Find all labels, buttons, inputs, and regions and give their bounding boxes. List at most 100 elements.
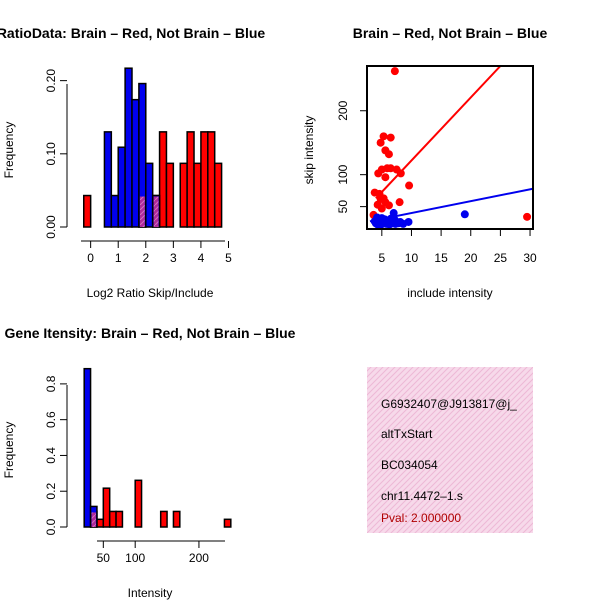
intensity-x-tick-label: 100 — [125, 551, 145, 565]
scatter-x-tick-label: 15 — [434, 251, 448, 265]
scatter-point-brain — [390, 67, 399, 76]
ratio-y-tick-label: 0.10 — [44, 142, 58, 166]
scatter-point-brain — [370, 188, 379, 197]
ratio-y-tick-label: 0.20 — [44, 69, 58, 93]
intensity-y-tick-label: 0.0 — [44, 518, 58, 535]
scatter-point-brain — [379, 132, 388, 141]
ratio-bar-brain — [213, 162, 223, 228]
scatter-fit-line-not-brain — [369, 187, 533, 223]
intensity-bar-brain — [159, 510, 168, 528]
ratio-x-tick-label: 5 — [225, 251, 232, 265]
ratio-x-label: Log2 Ratio Skip/Include — [87, 286, 214, 300]
ratio-y-ticks: 0.00 0.10 0.20 — [44, 69, 67, 239]
scatter-point-brain — [386, 133, 395, 142]
scatter-plot-box — [366, 65, 534, 230]
info-pval: Pval: 2.000000 — [381, 511, 461, 525]
info-accession: BC034054 — [381, 458, 438, 472]
info-box-background — [367, 367, 533, 533]
scatter-point-not-brain — [460, 210, 469, 219]
ratio-chart-title: RatioData: Brain – Red, Not Brain – Blue — [0, 25, 265, 41]
ratio-x-ticks: 0 1 2 3 4 5 — [87, 241, 232, 265]
intensity-bar-not-brain — [83, 367, 92, 528]
scatter-point-brain — [384, 150, 393, 159]
scatter-point-not-brain — [391, 219, 400, 228]
ratio-bar-overlap — [153, 196, 159, 227]
scatter-x-tick-label: 20 — [464, 251, 478, 265]
info-panel: G6932407@J913817@j_ altTxStart BC034054 … — [367, 367, 533, 533]
scatter-point-brain — [384, 201, 393, 210]
ratio-bar-not-brain — [145, 162, 154, 228]
ratio-y-tick-label: 0.00 — [44, 215, 58, 239]
ratio-bar-brain — [200, 131, 209, 228]
ratio-bar-not-brain — [131, 98, 140, 228]
scatter-point-brain — [377, 204, 386, 213]
ratio-bar-brain — [207, 131, 216, 228]
intensity-bar-brain — [172, 510, 181, 528]
intensity-bar-brain — [102, 487, 111, 528]
scatter-point-brain — [374, 169, 383, 178]
scatter-y-tick-label: 200 — [336, 100, 350, 120]
intensity-histogram-panel: Gene Itensity: Brain – Red, Not Brain – … — [2, 325, 296, 600]
intensity-y-tick-label: 0.8 — [44, 375, 58, 392]
scatter-panel: Brain – Red, Not Brain – Blue 5 10 15 20 25 3… — [302, 25, 547, 300]
ratio-x-tick-label: 0 — [87, 251, 94, 265]
ratio-bar-overlap — [139, 196, 145, 227]
scatter-x-tick-label: 25 — [494, 251, 508, 265]
scatter-fit-lines — [369, 66, 533, 223]
scatter-x-tick-label: 5 — [378, 251, 385, 265]
scatter-y-tick-label: 100 — [336, 164, 350, 184]
intensity-x-ticks: 50 100 200 — [97, 541, 209, 565]
scatter-point-brain — [395, 198, 404, 207]
ratio-histogram-panel: RatioData: Brain – Red, Not Brain – Blue… — [0, 25, 265, 300]
intensity-bar-overlap — [91, 512, 96, 527]
intensity-y-label: Frequency — [2, 422, 16, 479]
intensity-bars — [83, 367, 232, 528]
intensity-y-tick-label: 0.2 — [44, 483, 58, 500]
scatter-point-not-brain — [399, 219, 408, 228]
scatter-x-ticks: 5 10 15 20 25 30 — [378, 229, 537, 265]
ratio-x-tick-label: 2 — [142, 251, 149, 265]
scatter-y-ticks: 50 100 200 — [336, 100, 367, 213]
scatter-fit-line-brain — [375, 66, 502, 200]
ratio-x-tick-label: 3 — [170, 251, 177, 265]
ratio-bar-brain — [186, 131, 195, 228]
intensity-x-label: Intensity — [128, 586, 173, 600]
intensity-bar-brain — [96, 518, 105, 528]
info-event-type: altTxStart — [381, 427, 433, 441]
intensity-y-ticks: 0.0 0.2 0.4 0.6 0.8 — [44, 375, 67, 535]
ratio-bar-not-brain — [110, 194, 119, 228]
intensity-x-tick-label: 50 — [97, 551, 111, 565]
ratio-bar-not-brain — [103, 131, 113, 228]
scatter-point-brain — [381, 173, 390, 182]
ratio-bar-brain — [165, 162, 175, 228]
intensity-x-tick-label: 200 — [189, 551, 209, 565]
intensity-bar-brain — [223, 518, 232, 528]
scatter-point-not-brain — [373, 220, 382, 229]
ratio-bar-not-brain — [124, 67, 133, 228]
intensity-chart-title: Gene Itensity: Brain – Red, Not Brain – … — [5, 325, 296, 341]
intensity-y-tick-label: 0.6 — [44, 411, 58, 428]
scatter-point-brain — [405, 181, 414, 190]
scatter-point-brain — [523, 212, 532, 221]
intensity-bar-brain — [115, 510, 124, 528]
ratio-y-label: Frequency — [2, 122, 16, 179]
ratio-bar-brain — [83, 194, 92, 228]
info-event-id: G6932407@J913817@j_ — [381, 397, 517, 411]
ratio-bar-brain — [158, 131, 168, 228]
intensity-y-tick-label: 0.4 — [44, 447, 58, 464]
ratio-bar-brain — [193, 162, 202, 228]
scatter-x-tick-label: 30 — [523, 251, 537, 265]
scatter-point-brain — [376, 138, 385, 147]
scatter-x-tick-label: 10 — [405, 251, 419, 265]
ratio-x-tick-label: 1 — [115, 251, 122, 265]
ratio-bar-not-brain — [117, 146, 126, 228]
scatter-point-not-brain — [382, 219, 391, 228]
scatter-y-label: skip intensity — [302, 116, 316, 185]
ratio-x-tick-label: 4 — [198, 251, 205, 265]
intensity-bar-brain — [108, 510, 117, 528]
intensity-bar-brain — [134, 479, 143, 528]
ratio-bars — [83, 67, 223, 228]
scatter-y-tick-label: 50 — [336, 200, 350, 214]
scatter-chart-title: Brain – Red, Not Brain – Blue — [353, 25, 548, 41]
